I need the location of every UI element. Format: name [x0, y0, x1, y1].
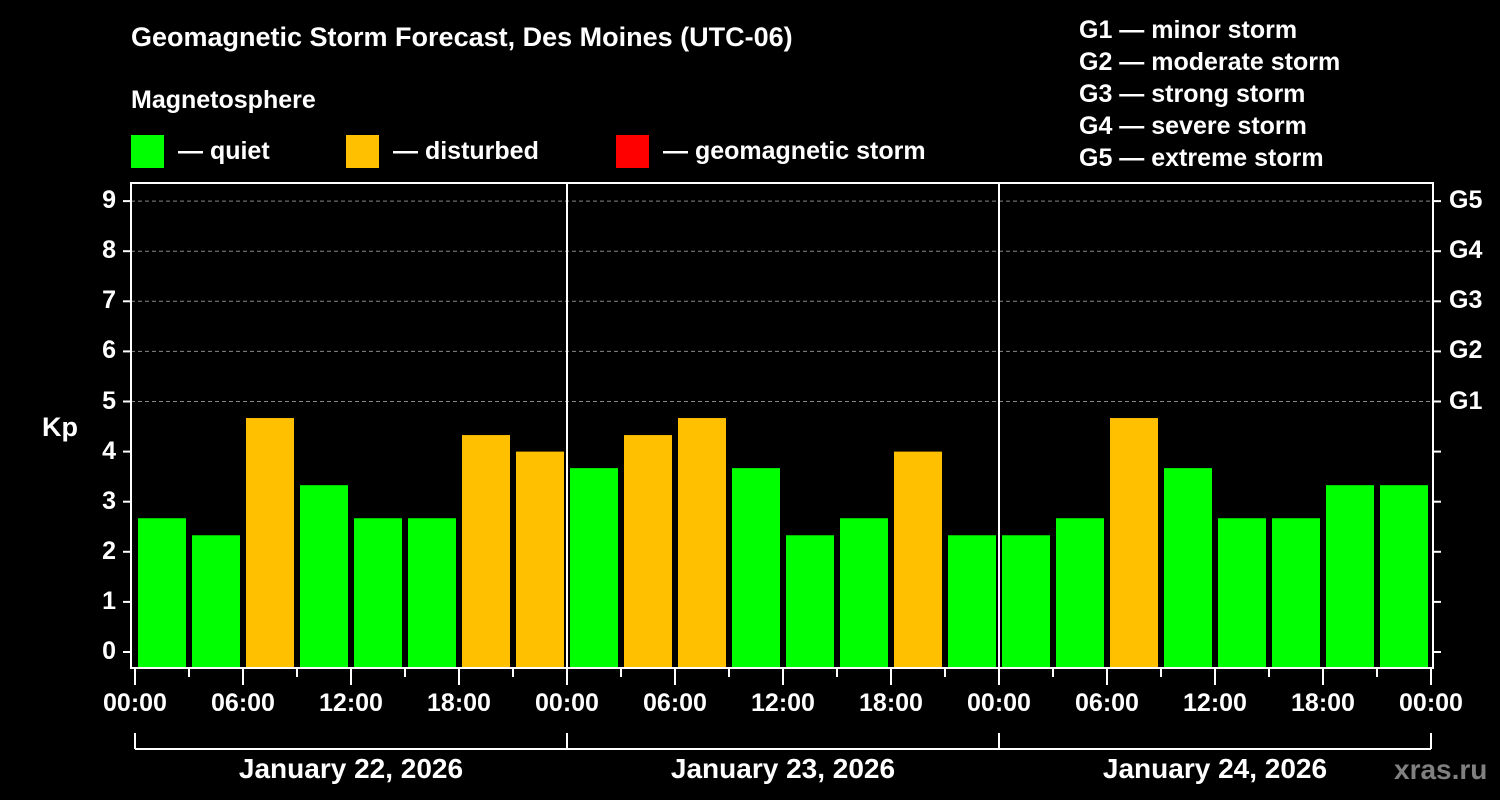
- x-tick-label: 12:00: [319, 689, 383, 717]
- kp-bar: [1218, 518, 1266, 668]
- legend-label-storm: — geomagnetic storm: [663, 136, 926, 165]
- kp-bar: [732, 468, 780, 668]
- x-tick-label: 06:00: [643, 689, 707, 717]
- g-scale-item: G1 — minor storm: [1079, 16, 1298, 44]
- g-tick-label: G5: [1449, 186, 1483, 215]
- y-tick-label: 0: [102, 637, 116, 665]
- legend-label-quiet: — quiet: [178, 136, 270, 165]
- g-tick-label: G1: [1449, 386, 1483, 415]
- g-scale-item: G2 — moderate storm: [1079, 48, 1341, 76]
- g-scale-item: G4 — severe storm: [1079, 112, 1307, 140]
- g-scale-legend: G1 — minor storm G2 — moderate storm G3 …: [1079, 14, 1340, 174]
- kp-bar: [1164, 468, 1212, 668]
- g-scale-item: G5 — extreme storm: [1079, 144, 1324, 172]
- kp-bar: [246, 418, 294, 668]
- legend-item-quiet: — quiet: [131, 134, 270, 168]
- day-label: January 24, 2026: [1102, 753, 1328, 784]
- kp-bar: [408, 518, 456, 668]
- watermark: xras.ru: [1394, 754, 1488, 785]
- x-tick-label: 18:00: [427, 689, 491, 717]
- y-tick-label: 5: [102, 386, 116, 415]
- kp-bar: [462, 435, 510, 668]
- g-tick-label: G4: [1449, 236, 1483, 265]
- quiet-swatch-icon: [131, 134, 164, 168]
- kp-bar: [1110, 418, 1158, 668]
- chart-title: Geomagnetic Storm Forecast, Des Moines (…: [131, 22, 793, 52]
- kp-bar: [300, 485, 348, 668]
- kp-bar: [840, 518, 888, 668]
- x-tick-label: 12:00: [751, 689, 815, 717]
- disturbed-swatch-icon: [346, 134, 379, 168]
- x-tick-label: 00:00: [1399, 689, 1463, 717]
- y-tick-label: 3: [102, 486, 116, 515]
- g-tick-label: G3: [1449, 286, 1483, 315]
- kp-bar: [948, 535, 996, 668]
- legend-item-storm: — geomagnetic storm: [616, 134, 926, 168]
- x-tick-label: 06:00: [1075, 689, 1139, 717]
- x-tick-label: 12:00: [1183, 689, 1247, 717]
- legend-item-disturbed: — disturbed: [346, 134, 539, 168]
- x-tick-label: 00:00: [967, 689, 1031, 717]
- y-tick-label: 7: [102, 286, 116, 315]
- y-tick-label: 9: [102, 186, 116, 215]
- y-tick-label: 4: [102, 436, 116, 465]
- kp-bar: [894, 451, 942, 668]
- kp-bar: [786, 535, 834, 668]
- x-tick-label: 00:00: [535, 689, 599, 717]
- day-label: January 23, 2026: [670, 753, 896, 784]
- kp-bar: [1326, 485, 1374, 668]
- y-tick-label: 8: [102, 236, 116, 265]
- kp-bar: [1380, 485, 1428, 668]
- y-axis-title: Kp: [42, 412, 78, 442]
- g-scale-item: G3 — strong storm: [1079, 80, 1306, 108]
- x-tick-label: 18:00: [859, 689, 923, 717]
- day-label: January 22, 2026: [238, 753, 464, 784]
- kp-bar: [516, 451, 564, 668]
- kp-bar: [192, 535, 240, 668]
- kp-bar: [678, 418, 726, 668]
- y-tick-label: 6: [102, 336, 116, 365]
- legend-label-disturbed: — disturbed: [393, 136, 539, 165]
- kp-bar: [570, 468, 618, 668]
- x-tick-label: 18:00: [1291, 689, 1355, 717]
- y-tick-label: 2: [102, 536, 116, 565]
- kp-bar: [1056, 518, 1104, 668]
- legend-subtitle: Magnetosphere: [131, 86, 316, 114]
- y-tick-label: 1: [102, 586, 116, 615]
- x-tick-label: 00:00: [103, 689, 167, 717]
- kp-bar: [1272, 518, 1320, 668]
- kp-bar: [1002, 535, 1050, 668]
- storm-swatch-icon: [616, 134, 649, 168]
- kp-bar: [138, 518, 186, 668]
- x-tick-label: 06:00: [211, 689, 275, 717]
- kp-bar: [354, 518, 402, 668]
- kp-bar: [624, 435, 672, 668]
- g-tick-label: G2: [1449, 336, 1483, 365]
